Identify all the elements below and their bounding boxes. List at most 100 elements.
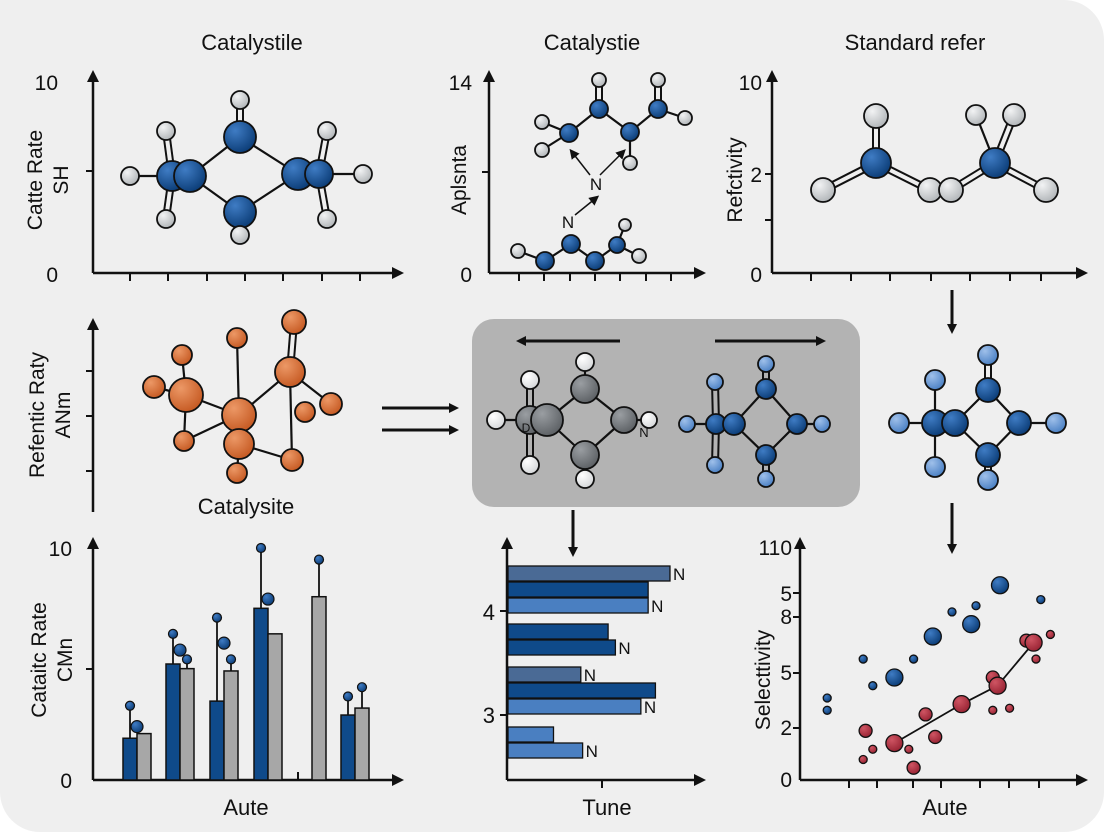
- chart-bottom-right: 110 5 8 5 2 0 Selecttivity Aute: [752, 537, 1088, 820]
- axes: [86, 318, 99, 512]
- y-tick-label: 2: [750, 164, 762, 187]
- atom: [755, 444, 777, 466]
- atom: [317, 209, 337, 229]
- atom: [1006, 410, 1032, 436]
- scatter-point: [906, 760, 921, 775]
- panel-title: Standard refer: [845, 30, 986, 55]
- atom: [520, 370, 540, 390]
- x-axis-arrow-icon: [1076, 267, 1088, 279]
- scatter-point: [885, 668, 904, 687]
- atom: [168, 377, 204, 413]
- atom: [622, 155, 638, 171]
- bar: [340, 714, 356, 781]
- atom: [591, 72, 607, 88]
- y-tick-label: 5: [780, 583, 792, 606]
- atom: [650, 72, 666, 88]
- atom: [1045, 412, 1067, 434]
- atom: [677, 110, 693, 126]
- atom: [223, 195, 257, 229]
- bar: [122, 737, 138, 781]
- x-axis-arrow-icon: [392, 774, 404, 786]
- atom: [317, 121, 337, 141]
- atom: [230, 90, 250, 110]
- data-point: [130, 720, 144, 734]
- x-axis-label: Aute: [223, 795, 268, 820]
- bar: [507, 666, 582, 683]
- atom: [979, 147, 1011, 179]
- scatter-point: [918, 707, 933, 722]
- scatter-point: [908, 654, 919, 664]
- scatter-point: [988, 705, 998, 715]
- reaction-arrow-icon: [599, 149, 626, 176]
- atom: [938, 177, 964, 203]
- panel-title: Catalystile: [201, 30, 302, 55]
- atom: [570, 440, 600, 470]
- bar: [507, 623, 609, 640]
- data-point: [225, 654, 237, 665]
- atom: [486, 410, 506, 430]
- y-tick-label: 0: [750, 264, 762, 287]
- scatter-point: [962, 615, 981, 634]
- y-tick-label: 10: [739, 72, 762, 95]
- atom: [706, 373, 724, 391]
- y-tick-label: 0: [780, 769, 792, 792]
- y-axis-label-unit: SH: [50, 165, 73, 194]
- atom: [534, 142, 550, 158]
- bar: [507, 742, 584, 759]
- panel-top-right: Standard refer 10 2 0 Refctivity: [724, 30, 1088, 287]
- trend-line: [893, 642, 1035, 744]
- y-tick-label: 0: [460, 264, 472, 287]
- atom: [585, 251, 605, 271]
- bar: [179, 667, 195, 781]
- scatter-point: [858, 654, 868, 664]
- atom: [678, 415, 696, 433]
- panel-middle-center: D N: [472, 319, 860, 507]
- atom: [120, 166, 140, 186]
- y-axis-arrow-icon: [483, 70, 495, 82]
- y-tick-label: 110: [759, 537, 792, 560]
- scatter-point: [947, 607, 957, 617]
- scatter-point: [904, 744, 914, 754]
- atom: [156, 121, 176, 141]
- scatter-point: [1045, 629, 1056, 640]
- bar-label: N: [586, 742, 598, 761]
- atom: [1033, 177, 1059, 203]
- bar-label: N: [644, 698, 656, 717]
- bar-label: N: [584, 666, 596, 685]
- data-point: [313, 554, 325, 565]
- bar-series: [122, 542, 370, 781]
- atom: [888, 412, 910, 434]
- atom: [863, 103, 889, 129]
- panel-top-middle: Catalystie 14 0 Aplsnta N N: [448, 30, 706, 287]
- y-axis-label: Aplsnta: [448, 145, 471, 215]
- atom: [975, 377, 1001, 403]
- atom: [977, 344, 999, 366]
- bar: [507, 639, 617, 656]
- atom: [223, 120, 257, 154]
- bar: [209, 700, 225, 781]
- atom: [353, 164, 373, 184]
- atom: [755, 378, 777, 400]
- atom: [223, 428, 255, 460]
- atom: [589, 99, 609, 119]
- atom: [924, 369, 946, 391]
- panel-title: Catalystie: [544, 30, 641, 55]
- scatter-point: [858, 723, 873, 738]
- bar: [507, 597, 649, 614]
- atom: [530, 403, 564, 437]
- y-tick-label: 5: [780, 662, 792, 685]
- axes: [86, 70, 404, 281]
- atom: [575, 469, 595, 489]
- bar: [507, 565, 671, 582]
- atom: [510, 243, 526, 259]
- x-axis-arrow-icon: [694, 267, 706, 279]
- scatter-point: [952, 695, 971, 714]
- y-axis-label-unit: ANm: [52, 392, 75, 439]
- atom-label: N: [590, 175, 602, 194]
- atom: [319, 392, 343, 416]
- molecule-diagram: [810, 103, 1059, 203]
- bar: [507, 726, 555, 743]
- data-point: [217, 636, 231, 650]
- atom: [561, 234, 581, 254]
